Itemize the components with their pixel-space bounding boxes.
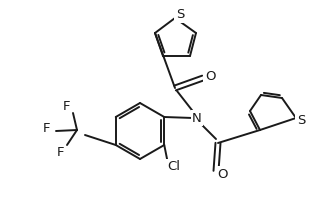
Text: O: O bbox=[218, 168, 228, 180]
Text: S: S bbox=[297, 114, 305, 127]
Text: F: F bbox=[42, 121, 50, 134]
Text: Cl: Cl bbox=[168, 160, 181, 173]
Text: S: S bbox=[176, 8, 184, 21]
Text: F: F bbox=[62, 99, 70, 112]
Text: N: N bbox=[192, 112, 202, 124]
Text: F: F bbox=[56, 146, 64, 160]
Text: O: O bbox=[205, 70, 215, 82]
